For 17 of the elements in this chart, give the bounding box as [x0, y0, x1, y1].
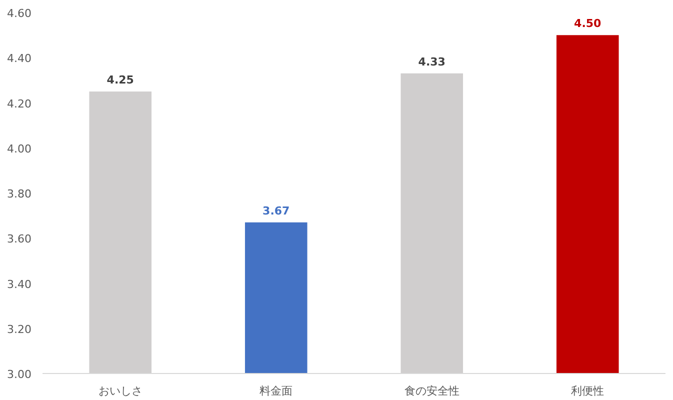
y-tick-label: 4.20: [7, 97, 32, 110]
data-label: 3.67: [262, 204, 290, 218]
x-tick-label: 利便性: [571, 384, 604, 398]
y-tick-label: 3.40: [7, 278, 32, 291]
y-tick-label: 4.40: [7, 52, 32, 66]
data-label: 4.25: [106, 73, 134, 86]
data-label: 4.50: [574, 17, 602, 30]
y-tick-label: 3.80: [7, 188, 32, 200]
y-tick-label: 4.60: [7, 7, 32, 20]
y-tick-label: 4.00: [7, 142, 32, 156]
data-label: 4.33: [418, 55, 446, 68]
y-tick-label: 3.60: [7, 232, 32, 246]
y-tick-label: 3.20: [7, 322, 32, 336]
x-tick-label: 食の安全性: [404, 384, 460, 398]
y-tick-label: 3.00: [7, 368, 32, 381]
x-tick-label: おいしさ: [98, 384, 142, 398]
x-tick-label: 料金面: [260, 384, 293, 398]
